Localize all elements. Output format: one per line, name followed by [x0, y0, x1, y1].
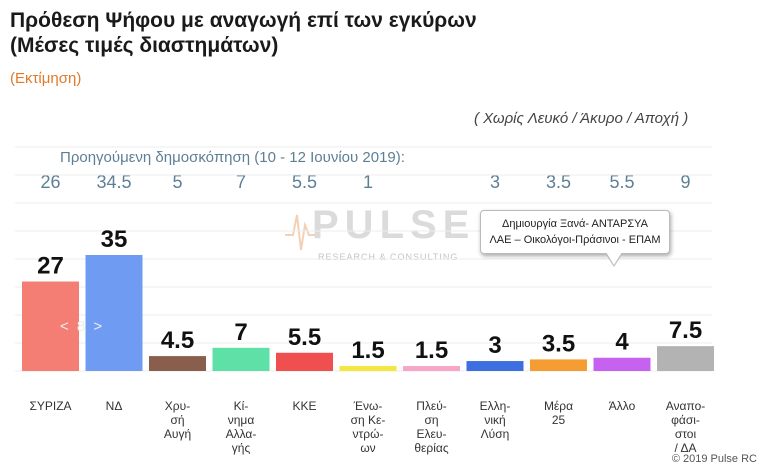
category-label: ΣΥΡΙΖΑ	[29, 399, 71, 413]
category-label: ντρώ-	[353, 427, 384, 441]
category-label: ΚΚΕ	[292, 399, 316, 413]
bar	[466, 361, 524, 371]
category-label: Κί-	[234, 399, 249, 413]
previous-poll-value: 5.5	[291, 172, 318, 192]
other-parties-callout: Δημιουργία Ξανά- ΑΝΤΑΡΣΥΑ ΛΑΕ – Οικολόγο…	[480, 210, 670, 254]
bar	[530, 359, 587, 371]
previous-poll-value: 26	[40, 172, 61, 192]
category-label: 25	[552, 413, 566, 427]
exclusion-note: ( Χωρίς Λευκό / Άκυρο / Αποχή )	[474, 110, 689, 127]
category-label: γής	[232, 441, 251, 455]
bar-value-label: 27	[37, 253, 64, 280]
category-label: σή	[170, 413, 184, 427]
category-label: Χρυ-	[165, 399, 190, 413]
title-line-2: (Μέσες τιμές διαστημάτων)	[10, 34, 279, 57]
previous-poll-value: 3	[489, 172, 500, 192]
bar	[85, 255, 143, 371]
bar	[403, 366, 460, 371]
previous-poll-value: 1	[362, 172, 373, 192]
slide-pager[interactable]: < 8 >	[60, 318, 105, 335]
category-label: Αυγή	[164, 427, 191, 441]
bar	[276, 352, 333, 371]
estimate-label: (Εκτίμηση)	[10, 70, 82, 87]
previous-poll-value: 5.5	[609, 172, 635, 192]
category-label: ση Κε-	[351, 413, 386, 427]
bar	[212, 347, 270, 371]
bar-value-label: 7.5	[669, 317, 702, 344]
bar-value-label: 5.5	[288, 324, 321, 351]
callout-line-1: Δημιουργία Ξανά- ΑΝΤΑΡΣΥΑ	[502, 218, 648, 230]
category-label: νική	[484, 413, 505, 427]
previous-poll-value: 34.5	[96, 172, 132, 192]
bar	[339, 366, 397, 371]
previous-poll-value: 9	[680, 172, 691, 192]
category-label: Ελευ-	[417, 427, 447, 441]
previous-poll-value: 3.5	[545, 172, 572, 192]
callout-line-2: ΛΑΕ – Οικολόγοι-Πράσινοι - ΕΠΑΜ	[489, 234, 661, 246]
bar-value-label: 3	[488, 332, 501, 359]
pulse-logo: PULSE	[312, 203, 476, 247]
chart-title: Πρόθεση Ψήφου με αναγωγή επί των εγκύρων…	[10, 8, 477, 58]
bar-value-label: 1.5	[415, 337, 448, 364]
category-label: Αναπο-	[666, 399, 706, 413]
category-label: ση	[424, 413, 438, 427]
bar	[657, 346, 714, 371]
category-label: Ένω-	[353, 399, 383, 413]
previous-poll-value: 7	[235, 172, 246, 192]
bar-value-label: 1.5	[351, 337, 384, 364]
bar	[149, 356, 206, 371]
category-label: Μέρα	[544, 399, 573, 413]
bar-value-label: 4.5	[161, 327, 194, 354]
category-label: Άλλο	[609, 399, 636, 413]
bar-value-label: 4	[615, 329, 629, 356]
previous-poll-value: 5	[172, 172, 183, 192]
category-label: θερίας	[414, 441, 448, 455]
callout-pointer-fill	[606, 252, 622, 265]
bar-value-label: 7	[234, 319, 247, 346]
category-label: φάσι-	[671, 413, 700, 427]
bar	[22, 281, 79, 371]
title-line-1: Πρόθεση Ψήφου με αναγωγή επί των εγκύρων	[10, 9, 477, 32]
previous-poll-label: Προηγούμενη δημοσκόπηση (10 - 12 Ιουνίου…	[60, 149, 405, 166]
bar-value-label: 3.5	[542, 330, 575, 357]
bar-value-label: 35	[101, 226, 128, 253]
category-label: στοι	[675, 427, 697, 441]
pulse-wave-icon	[285, 214, 315, 251]
category-label: / ΔΑ	[674, 441, 696, 455]
bar	[593, 357, 651, 371]
category-label: Ελλη-	[480, 399, 511, 413]
copyright: © 2019 Pulse RC	[671, 453, 757, 465]
category-label: Λύση	[481, 427, 510, 441]
category-label: Πλεύ-	[416, 399, 447, 413]
category-label: ΝΔ	[106, 399, 123, 413]
pulse-logo-subtitle: RESEARCH & CONSULTING	[318, 252, 459, 262]
category-label: ων	[360, 441, 375, 455]
category-label: νημα	[228, 413, 255, 427]
category-label: Αλλα-	[226, 427, 257, 441]
